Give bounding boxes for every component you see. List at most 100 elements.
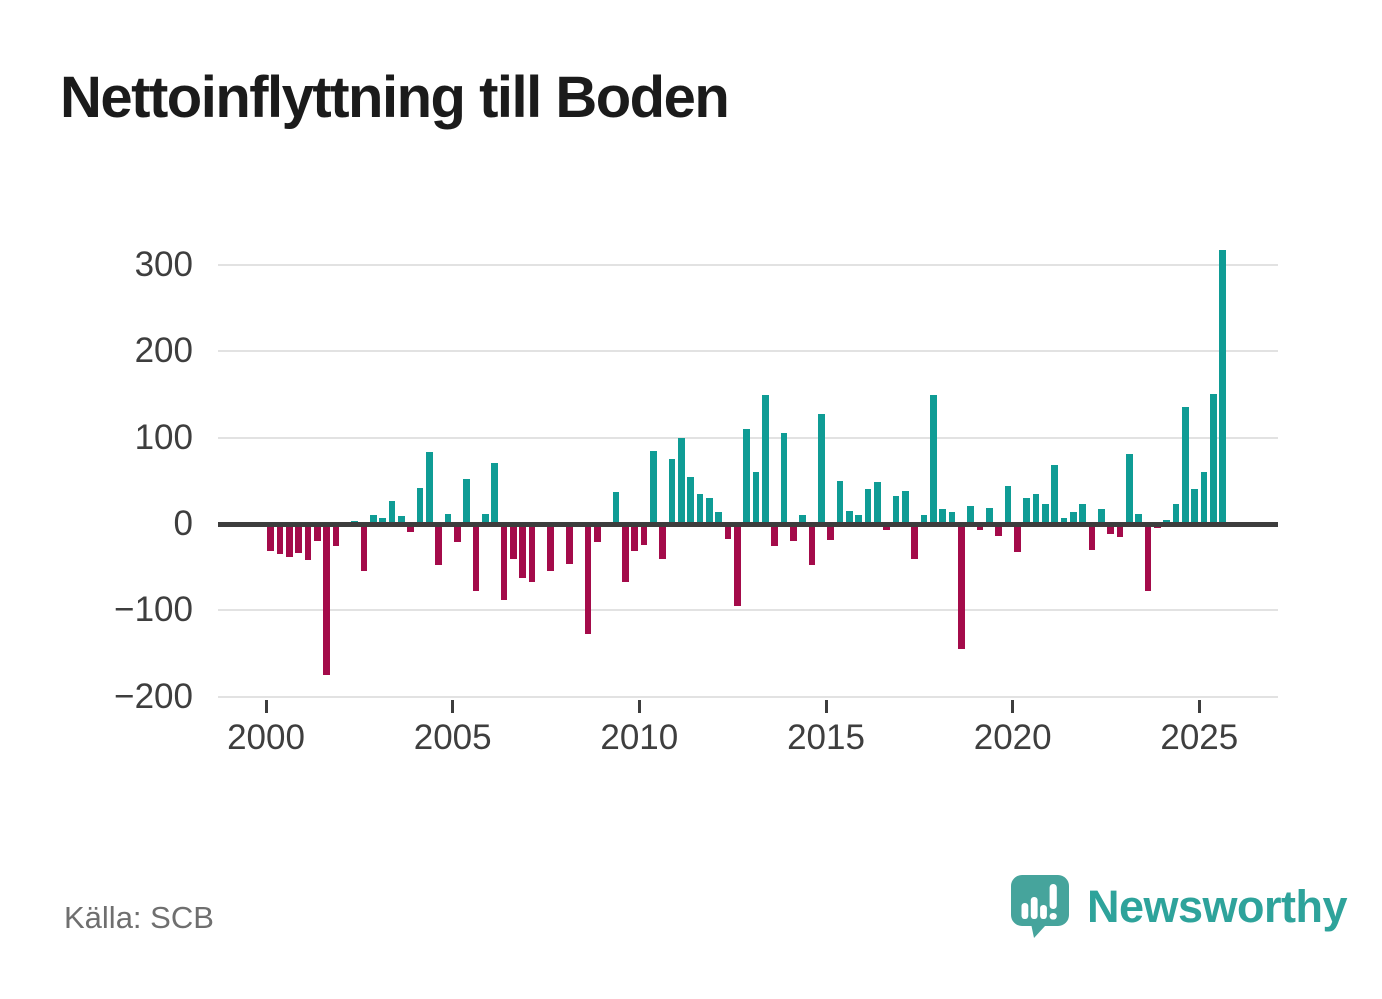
- bar-2023-Q1: [1126, 454, 1133, 524]
- bar-2001-Q2: [314, 524, 321, 542]
- x-axis-tick-2010: [637, 700, 641, 713]
- bar-2003-Q1: [379, 518, 386, 524]
- bar-2011-Q2: [687, 476, 694, 524]
- bar-2020-Q2: [1023, 498, 1030, 524]
- bar-2021-Q2: [1060, 518, 1068, 524]
- bar-2016-Q2: [874, 481, 881, 524]
- bar-2022-Q1: [1088, 524, 1096, 550]
- bar-2025-Q1: [1200, 472, 1208, 524]
- bar-2010-Q3: [659, 524, 666, 560]
- bar-2018-Q3: [958, 524, 965, 650]
- bar-2025-Q2: [1210, 393, 1217, 524]
- bar-2017-Q1: [902, 491, 909, 524]
- bar-2018-Q2: [948, 511, 956, 524]
- bar-chart-speech-bubble-icon: [1011, 875, 1069, 938]
- y-axis-tick-label: 300: [134, 245, 193, 284]
- bar-2013-Q3: [771, 524, 778, 546]
- bar-2000-Q4: [295, 524, 302, 554]
- bar-2006-Q2: [500, 524, 508, 600]
- source-label: Källa: SCB: [64, 900, 214, 935]
- bar-2011-Q4: [706, 498, 713, 524]
- bar-2000-Q3: [286, 524, 293, 557]
- bar-2007-Q3: [547, 524, 554, 571]
- bar-2006-Q4: [519, 524, 526, 579]
- bar-2015-Q3: [846, 511, 853, 524]
- bar-2001-Q1: [304, 524, 312, 561]
- newsworthy-logo-text: Newsworthy: [1087, 881, 1348, 932]
- bar-2009-Q2: [612, 492, 620, 524]
- bar-2018-Q1: [939, 509, 946, 524]
- bar-2010-Q2: [650, 450, 657, 524]
- bar-2001-Q3: [323, 524, 330, 676]
- bar-2008-Q4: [594, 524, 601, 543]
- bar-2021-Q1: [1051, 465, 1058, 524]
- bar-2018-Q4: [967, 505, 974, 524]
- x-axis-tick-2020: [1011, 700, 1015, 713]
- bar-2006-Q1: [491, 462, 498, 524]
- page-title: Nettoinflyttning till Boden: [60, 65, 730, 130]
- bar-2010-Q4: [668, 459, 676, 524]
- bar-2003-Q3: [398, 516, 405, 524]
- x-axis-tick-label: 2015: [787, 718, 865, 757]
- bar-2015-Q2: [836, 480, 844, 524]
- bar-2009-Q3: [622, 524, 629, 582]
- bar-2014-Q2: [799, 514, 806, 524]
- bar-2019-Q4: [1004, 486, 1012, 524]
- x-axis-tick-2005: [451, 700, 455, 713]
- bar-2004-Q4: [444, 513, 452, 524]
- bar-2022-Q3: [1107, 524, 1114, 535]
- bar-2014-Q4: [818, 413, 825, 524]
- bar-2021-Q3: [1070, 511, 1077, 524]
- bar-2003-Q2: [388, 500, 396, 524]
- y-axis-tick-label: 100: [134, 417, 193, 457]
- newsworthy-logo: Newsworthy: [1010, 874, 1348, 940]
- bar-2006-Q3: [510, 524, 517, 559]
- bar-2012-Q2: [724, 524, 732, 539]
- y-axis-tick-label: −100: [114, 590, 193, 630]
- x-axis-tick-2000: [264, 700, 268, 713]
- bar-2004-Q2: [426, 452, 433, 524]
- bar-2024-Q3: [1182, 406, 1189, 524]
- bar-2012-Q3: [734, 524, 741, 606]
- bar-2005-Q1: [454, 524, 461, 543]
- bar-2002-Q4: [370, 515, 377, 524]
- bar-2017-Q3: [920, 515, 928, 524]
- bar-2012-Q1: [715, 511, 722, 524]
- bar-2011-Q1: [678, 437, 685, 524]
- bar-2012-Q4: [743, 429, 750, 524]
- bar-2001-Q4: [332, 524, 340, 546]
- bar-2008-Q3: [584, 524, 592, 634]
- bar-2020-Q3: [1032, 493, 1040, 524]
- bar-2017-Q2: [911, 524, 918, 559]
- bar-2014-Q3: [808, 524, 816, 566]
- zero-axis-line: [218, 521, 1278, 527]
- bar-2019-Q3: [995, 524, 1002, 537]
- gridline-y-300: [218, 264, 1278, 266]
- bar-2019-Q1: [976, 524, 984, 530]
- bar-2011-Q3: [696, 493, 704, 524]
- bar-2013-Q1: [752, 472, 760, 524]
- bar-2000-Q2: [276, 524, 284, 555]
- bar-2020-Q1: [1014, 524, 1021, 552]
- y-axis-tick-label: 200: [134, 331, 193, 371]
- bar-2004-Q1: [416, 487, 424, 524]
- gridline-y--200: [218, 695, 1278, 698]
- bar-2019-Q2: [986, 507, 993, 524]
- bar-2016-Q1: [864, 488, 872, 524]
- bar-2016-Q3: [883, 524, 890, 530]
- bar-2023-Q2: [1135, 513, 1142, 524]
- bar-2008-Q1: [566, 524, 573, 564]
- bar-2014-Q1: [790, 524, 797, 542]
- bar-2023-Q3: [1144, 524, 1152, 591]
- x-axis-tick-label: 2020: [973, 718, 1052, 757]
- bar-2021-Q4: [1079, 504, 1086, 524]
- bar-2015-Q4: [855, 515, 862, 524]
- bar-2005-Q3: [472, 524, 480, 592]
- bar-2020-Q4: [1042, 504, 1049, 524]
- bar-2010-Q1: [640, 524, 648, 545]
- bar-2013-Q4: [780, 433, 788, 524]
- bar-2005-Q4: [482, 513, 489, 524]
- y-axis-tick-label: −200: [114, 676, 193, 716]
- bar-2025-Q3: [1219, 249, 1226, 524]
